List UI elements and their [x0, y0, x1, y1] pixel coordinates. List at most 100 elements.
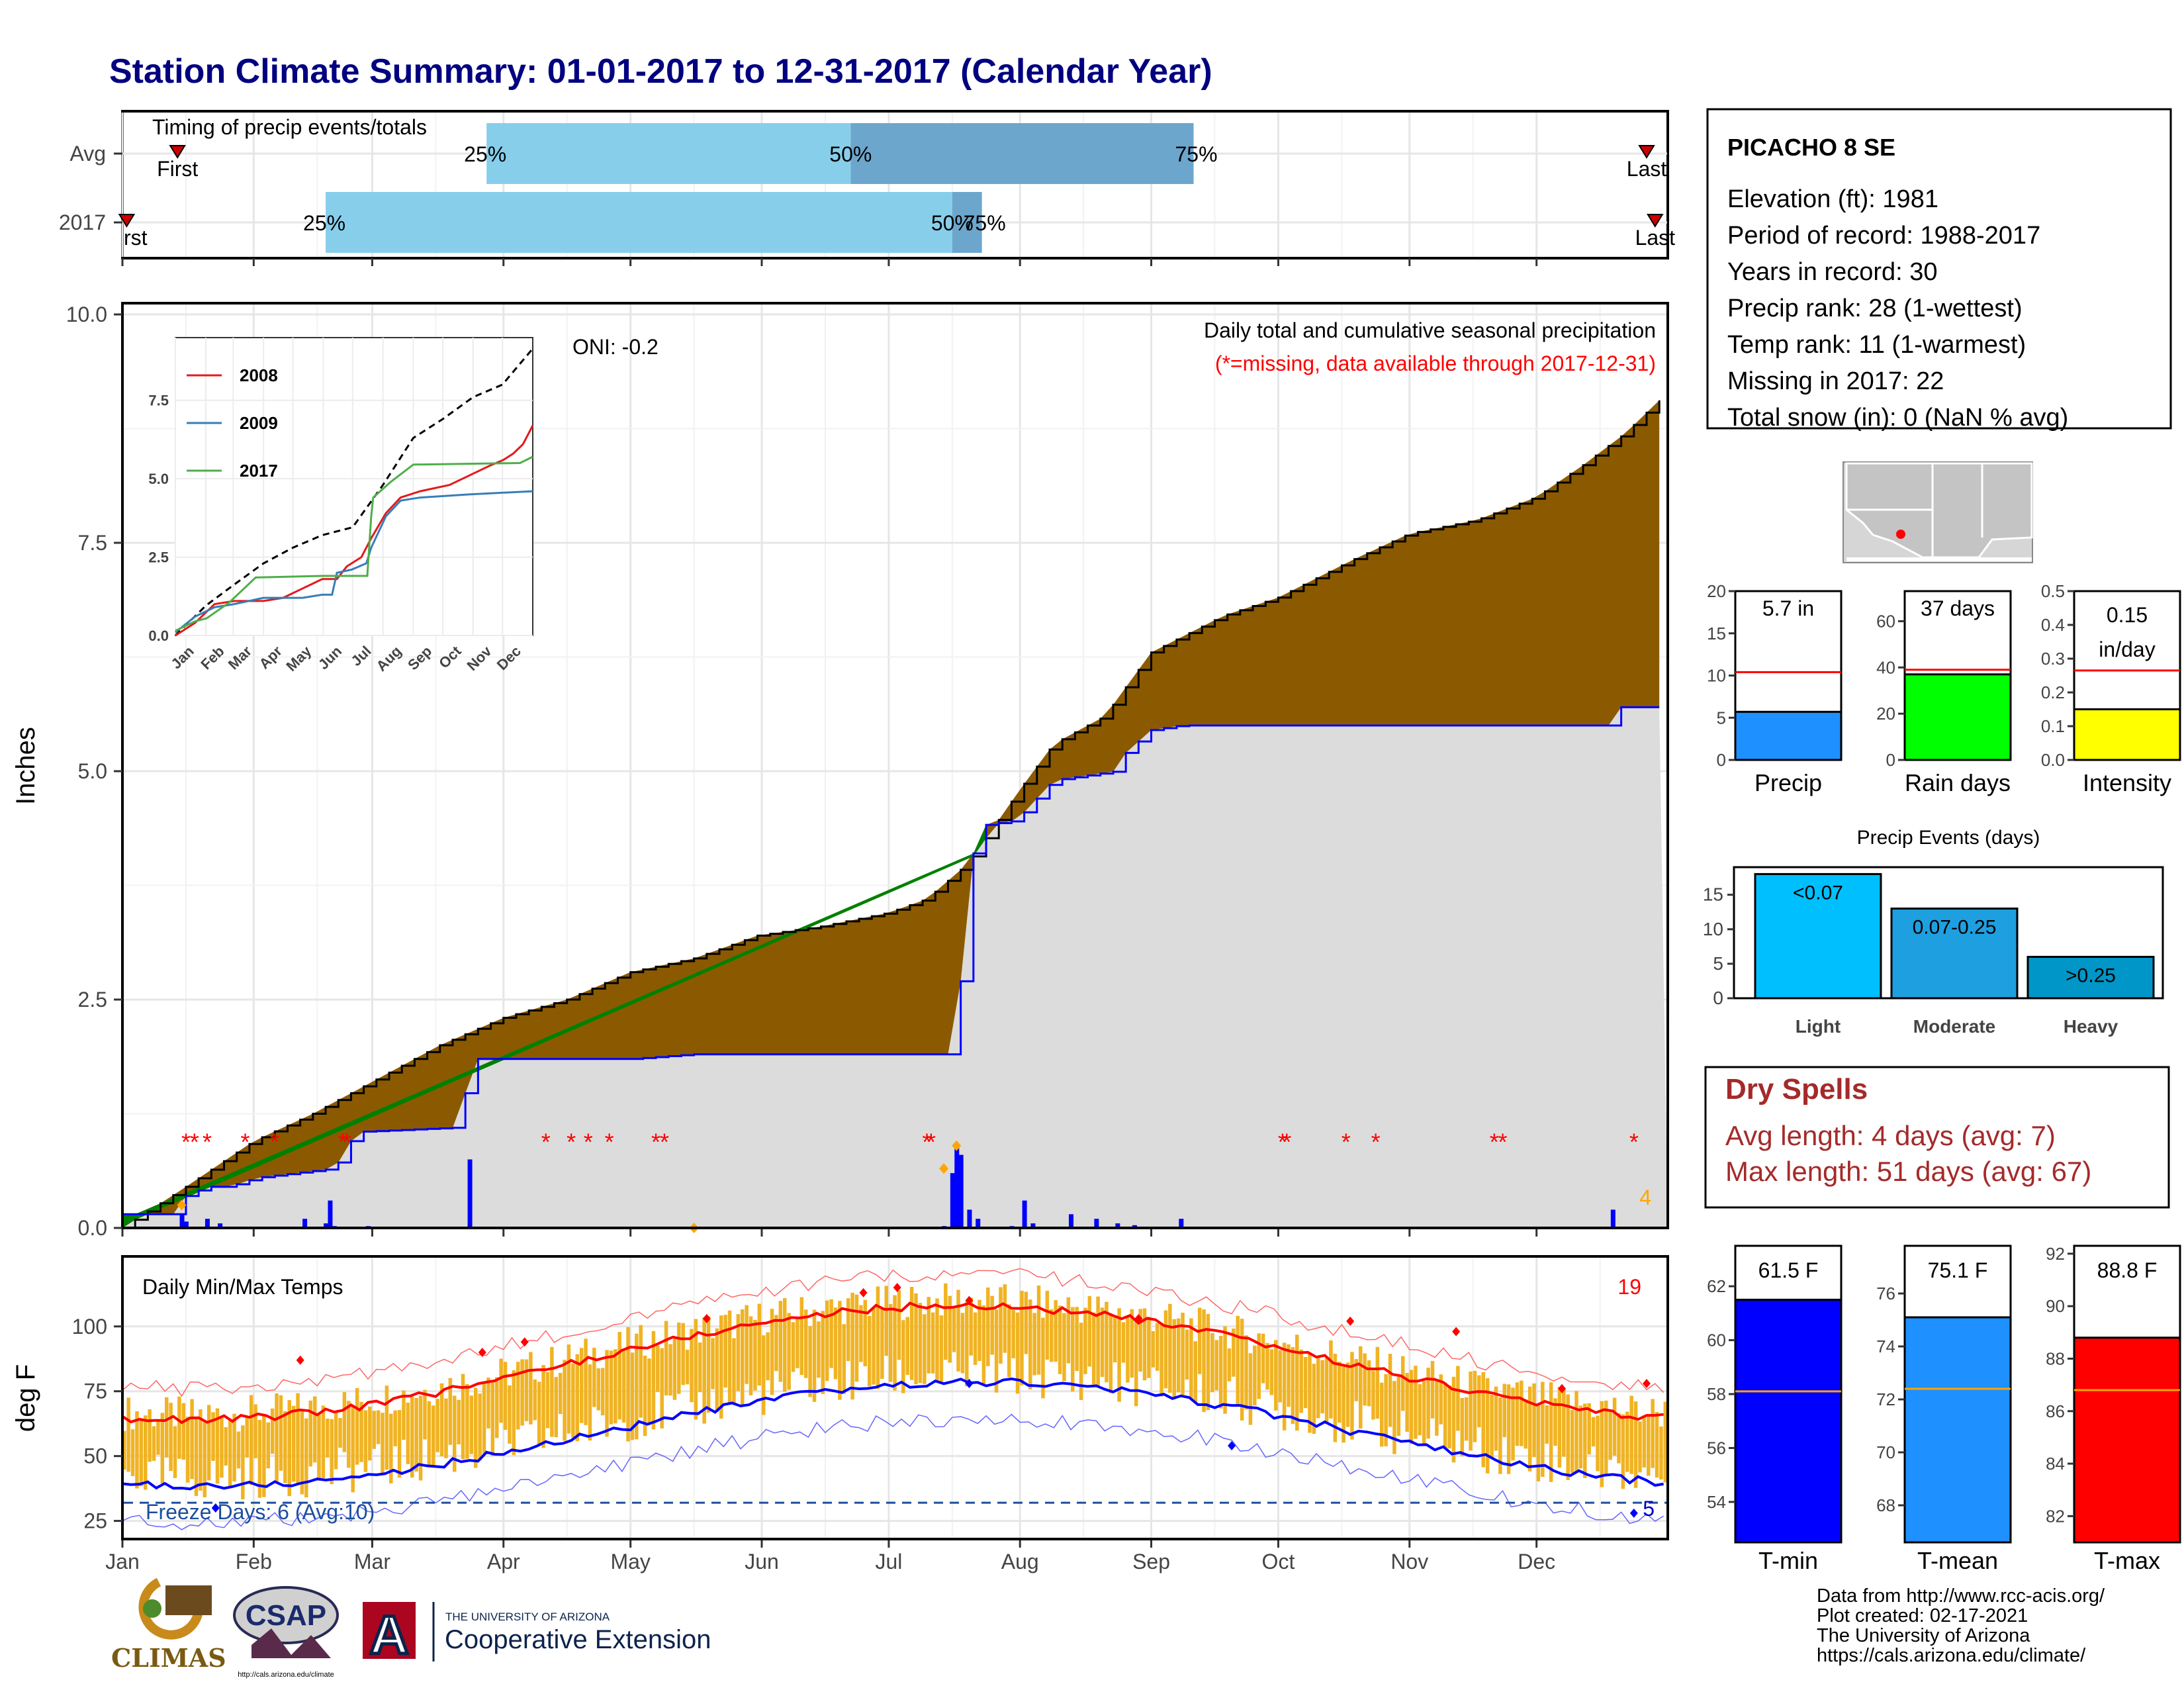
- temp-daily-range-bar: [927, 1297, 931, 1374]
- missing-day-marker-17: *: [1342, 1129, 1351, 1156]
- temp-daily-range-bar: [905, 1317, 909, 1375]
- temp-daily-range-bar: [685, 1349, 690, 1385]
- temp-daily-range-bar: [529, 1352, 533, 1425]
- temp-daily-range-bar: [211, 1412, 215, 1461]
- temp-daily-range-bar: [1265, 1342, 1269, 1390]
- climas-logo-shape: [165, 1585, 212, 1615]
- timing-p50-label-1: 50%: [931, 211, 974, 235]
- temp-daily-range-bar: [596, 1368, 600, 1411]
- temp-daily-range-bar: [981, 1305, 986, 1384]
- temp-bar-ytick-label-2-1: 84: [2046, 1454, 2065, 1474]
- missing-day-marker-10: *: [605, 1129, 614, 1156]
- events-bar-label-2: >0.25: [2066, 964, 2116, 986]
- temp-daily-range-bar: [1257, 1333, 1261, 1399]
- mini-bar-label-1: 37 days: [1921, 596, 1995, 620]
- inset-series-line-2009: [175, 490, 533, 633]
- missing-day-marker-19: *: [1490, 1129, 1499, 1156]
- temp-daily-range-bar: [1638, 1421, 1642, 1473]
- temp-daily-range-bar: [1587, 1403, 1591, 1455]
- station-missing: Missing in 2017: 22: [1727, 367, 1944, 395]
- temp-daily-range-bar: [524, 1359, 529, 1421]
- temp-y-axis: 25 50 75 100: [72, 1315, 122, 1533]
- month-tick-label-5: Jun: [745, 1550, 779, 1573]
- temp-daily-range-bar: [1600, 1401, 1604, 1487]
- mini-bar-ytick-label-0-4: 20: [1707, 581, 1726, 601]
- temp-daily-range-bar: [245, 1415, 250, 1458]
- timing-bar-50-75-0: [850, 123, 1194, 184]
- temp-daily-range-bar: [944, 1283, 948, 1360]
- precip-record-marker-0: [177, 1199, 187, 1211]
- temp-daily-range-bar: [931, 1312, 935, 1374]
- temp-daily-range-bar: [554, 1377, 559, 1438]
- timing-p25-label-1: 25%: [303, 211, 345, 235]
- map-borders: [1846, 463, 1983, 557]
- temp-daily-range-bar: [745, 1305, 749, 1384]
- temp-daily-range-bar: [1333, 1353, 1338, 1442]
- temp-daily-range-bar: [541, 1365, 545, 1448]
- temp-daily-range-bar: [482, 1382, 486, 1454]
- temp-daily-range-bar: [621, 1349, 626, 1423]
- temp-daily-range-bar: [1142, 1308, 1147, 1381]
- temp-record-high-marker-2: [520, 1337, 529, 1347]
- events-bar-label-0: <0.07: [1793, 882, 1843, 904]
- events-bar-2: [2026, 955, 2155, 1000]
- missing-day-marker-14: *: [927, 1129, 936, 1156]
- temp-daily-range-bar: [1570, 1409, 1574, 1473]
- month-tick-label-11: Dec: [1518, 1550, 1555, 1573]
- temp-daily-range-bar: [702, 1317, 706, 1424]
- station-snow: Total snow (in): 0 (NaN % avg): [1727, 404, 2068, 432]
- timing-last-label-1: Last: [1635, 226, 1676, 250]
- precip-daily-bar-0: [179, 1214, 185, 1228]
- station-location-marker: [1896, 530, 1905, 539]
- temp-daily-range-bar: [1253, 1345, 1257, 1406]
- temp-record-high-line: [122, 1268, 1664, 1397]
- temp-daily-range-bar: [1532, 1383, 1536, 1458]
- temp-daily-range-bar: [397, 1410, 402, 1478]
- temp-daily-range-bar: [753, 1319, 757, 1391]
- temp-daily-range-bar: [1553, 1398, 1557, 1446]
- temp-daily-range-bar: [1400, 1356, 1405, 1411]
- temp-daily-range-bar: [152, 1426, 156, 1461]
- temp-daily-range-bar: [660, 1348, 664, 1429]
- temp-daily-range-bar: [850, 1292, 854, 1400]
- mini-bar-ytick-label-0-0: 0: [1717, 750, 1726, 770]
- temp-daily-range-bar: [126, 1397, 130, 1472]
- missing-day-marker-2: *: [203, 1129, 212, 1156]
- temp-daily-range-bar: [1392, 1381, 1396, 1454]
- temp-daily-range-bar: [1506, 1384, 1511, 1474]
- timing-last-label-0: Last: [1627, 157, 1667, 181]
- temp-daily-range-bar: [418, 1395, 423, 1481]
- temp-daily-range-bar: [516, 1362, 520, 1430]
- precip-ytick-label-0: 0.0: [78, 1216, 107, 1240]
- temp-daily-range-bar: [1248, 1353, 1253, 1425]
- mini-bar-label-2: 0.15: [2107, 603, 2148, 627]
- temp-daily-range-bar: [842, 1324, 846, 1394]
- temp-record-high-marker-9: [1452, 1327, 1461, 1336]
- temp-daily-range-bar: [1617, 1413, 1621, 1464]
- temp-daily-range-bar: [1494, 1386, 1498, 1451]
- temp-daily-range-bar: [965, 1301, 969, 1387]
- temp-daily-range-bar: [651, 1331, 656, 1430]
- temp-daily-range-bar: [884, 1286, 889, 1356]
- dry-spells-box: Dry Spells Avg length: 4 days (avg: 7) M…: [1704, 1066, 2170, 1209]
- temp-daily-range-bar: [1303, 1356, 1308, 1409]
- timing-first-marker-1: [118, 214, 136, 228]
- temp-daily-range-bar: [863, 1299, 868, 1367]
- missing-day-marker-4: *: [270, 1129, 279, 1156]
- events-ytick-label-2: 10: [1703, 919, 1723, 939]
- temp-daily-range-bar: [715, 1328, 719, 1412]
- temp-daily-range-bar: [969, 1297, 973, 1356]
- temp-daily-range-bar: [1113, 1317, 1117, 1363]
- missing-day-marker-18: *: [1371, 1129, 1381, 1156]
- timing-row-avg-label: Avg: [69, 142, 106, 165]
- temp-bar-value-1: [1903, 1316, 2012, 1544]
- temp-daily-range-bar: [1359, 1346, 1363, 1429]
- precip-daily-bar-3: [218, 1223, 223, 1228]
- temp-daily-range-bar: [766, 1332, 770, 1381]
- events-category-1: Moderate: [1913, 1016, 1995, 1037]
- temp-daily-range-bar: [880, 1309, 884, 1379]
- temp-daily-range-bar: [465, 1383, 469, 1459]
- temp-daily-range-bar: [185, 1417, 190, 1483]
- temp-daily-range-bar: [909, 1287, 914, 1380]
